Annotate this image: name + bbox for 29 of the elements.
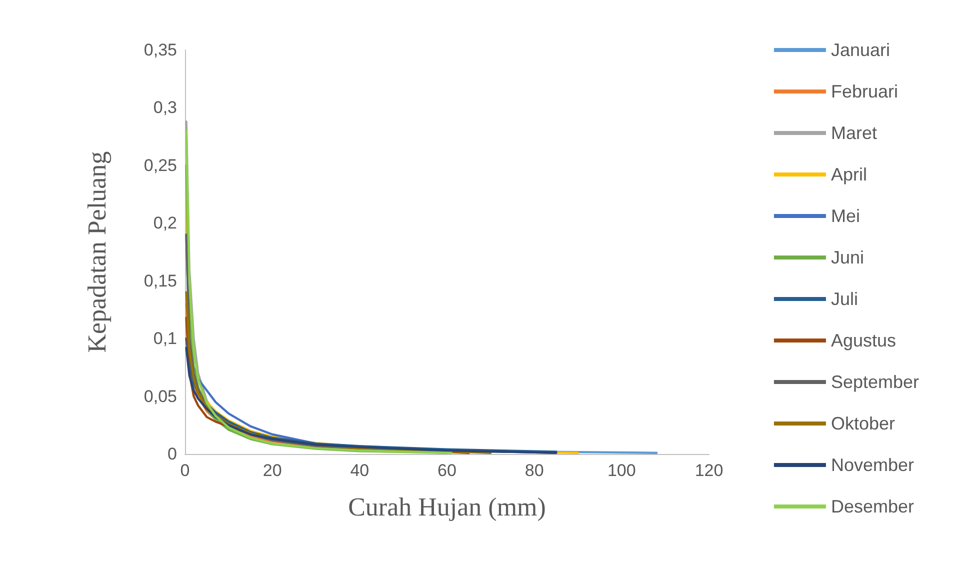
x-tick-label: 0	[180, 461, 190, 480]
legend-label: November	[830, 455, 914, 475]
legend-label: Januari	[830, 40, 890, 60]
legend-label: Oktober	[830, 414, 895, 434]
y-axis-title: Kepadatan Peluang	[82, 151, 112, 353]
x-tick-label: 40	[350, 461, 370, 480]
legend-label: Juni	[830, 248, 864, 268]
x-tick-label: 20	[262, 461, 282, 480]
x-tick-label: 100	[607, 461, 636, 480]
legend-label: Juli	[830, 289, 858, 309]
legend-label: Mei	[830, 206, 860, 226]
y-tick-label: 0,3	[153, 98, 177, 118]
y-tick-label: 0,35	[144, 40, 177, 60]
y-tick-label: 0,25	[144, 156, 177, 175]
legend-label: April	[830, 164, 867, 184]
x-axis-title: Curah Hujan (mm)	[348, 492, 546, 522]
x-tick-label: 120	[694, 461, 724, 480]
y-tick-label: 0,05	[144, 386, 177, 406]
legend-label: Desember	[830, 496, 914, 516]
y-tick-label: 0,15	[144, 271, 177, 290]
y-tick-label: 0	[168, 444, 177, 464]
legend-label: Agustus	[830, 330, 896, 350]
x-tick-label: 80	[524, 461, 544, 480]
x-tick-label: 60	[438, 461, 456, 480]
legend-label: Maret	[830, 123, 877, 143]
y-tick-label: 0,1	[153, 329, 177, 348]
y-tick-label: 0,2	[153, 214, 177, 233]
legend-label: Februari	[830, 82, 898, 102]
legend-label: September	[830, 372, 920, 392]
